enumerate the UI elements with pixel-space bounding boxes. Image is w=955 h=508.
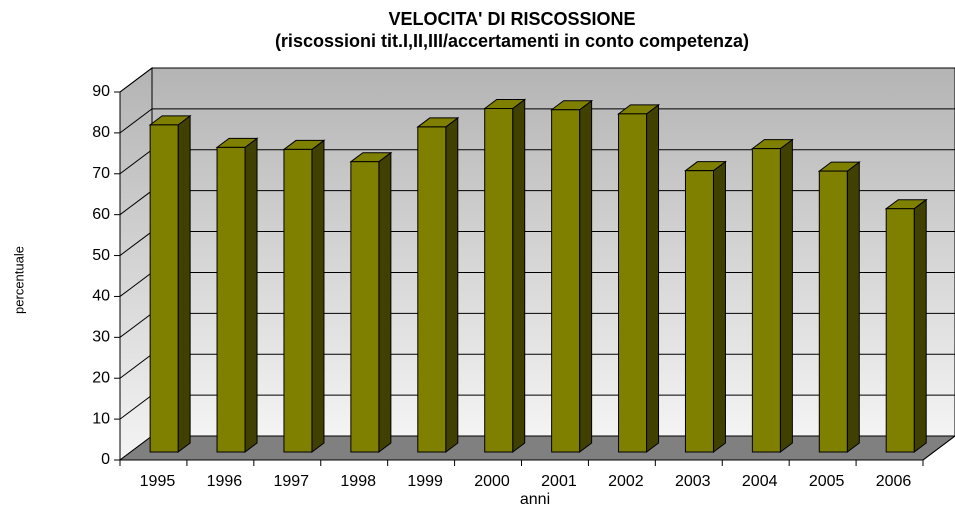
bar-front <box>417 126 447 453</box>
bar <box>148 114 192 453</box>
x-tick-label: 2001 <box>541 473 577 490</box>
x-tick-label: 1997 <box>273 473 309 490</box>
bar-side <box>646 103 660 453</box>
x-tick-label: 1999 <box>407 473 443 490</box>
bar-front <box>818 170 848 453</box>
y-tick-label: 80 <box>92 124 110 141</box>
bar-front <box>216 146 246 453</box>
bar-side <box>779 138 793 453</box>
x-tick-label: 2006 <box>876 473 912 490</box>
bar-side <box>579 99 593 453</box>
plot-area: 0 10 20 30 40 50 60 70 80 90 1995 1996 1997 1998 1999 2… <box>92 67 955 490</box>
bar-side <box>712 160 726 453</box>
bar-front <box>684 170 714 453</box>
bar <box>349 151 393 453</box>
bar <box>416 116 460 453</box>
bar-front <box>484 108 514 453</box>
chart-subtitle: (riscossioni tit.I,II,III/accertamenti i… <box>275 31 749 51</box>
bar <box>282 139 326 453</box>
y-tick-label: 70 <box>92 165 110 182</box>
x-tick-label: 2000 <box>474 473 510 490</box>
bar-side <box>177 114 191 453</box>
y-axis-label: percentuale <box>11 246 26 314</box>
bar-front <box>283 148 313 453</box>
x-tick-label: 1995 <box>140 473 176 490</box>
bar <box>884 198 928 453</box>
bar-front <box>618 113 648 453</box>
bar <box>215 137 259 454</box>
chart-title: VELOCITA' DI RISCOSSIONE <box>389 9 636 29</box>
x-tick-label: 2003 <box>675 473 711 490</box>
bar-front <box>551 109 581 453</box>
bar <box>750 138 794 453</box>
bar-side <box>913 198 927 453</box>
x-tick-label: 2005 <box>809 473 845 490</box>
grid-line <box>119 67 955 93</box>
bar-side <box>378 151 392 453</box>
bar-front <box>350 161 380 453</box>
bar-front <box>885 208 915 453</box>
bar-front <box>751 148 781 453</box>
bar <box>817 161 861 453</box>
bar <box>483 98 527 453</box>
y-tick-label: 30 <box>92 329 110 346</box>
x-tick-label: 2002 <box>608 473 644 490</box>
y-tick-label: 40 <box>92 288 110 305</box>
y-tick-label: 60 <box>92 206 110 223</box>
bar-side <box>244 137 258 454</box>
x-axis-label: anni <box>520 491 550 508</box>
y-tick-label: 90 <box>92 83 110 100</box>
x-tick-label: 2004 <box>742 473 778 490</box>
bar <box>617 103 661 453</box>
bar-side <box>445 116 459 453</box>
bar-side <box>311 139 325 453</box>
y-tick-label: 0 <box>101 451 110 468</box>
side-wall <box>119 67 153 461</box>
y-tick-label: 50 <box>92 247 110 264</box>
x-tick-label: 1996 <box>207 473 243 490</box>
bar-side <box>846 161 860 453</box>
bar <box>550 99 594 453</box>
y-tick-label: 10 <box>92 410 110 427</box>
bar-front <box>149 124 179 453</box>
y-tick-label: 20 <box>92 369 110 386</box>
x-tick-label: 1998 <box>340 473 376 490</box>
bar <box>683 160 727 453</box>
bar-side <box>512 98 526 453</box>
grid-line <box>119 108 955 134</box>
